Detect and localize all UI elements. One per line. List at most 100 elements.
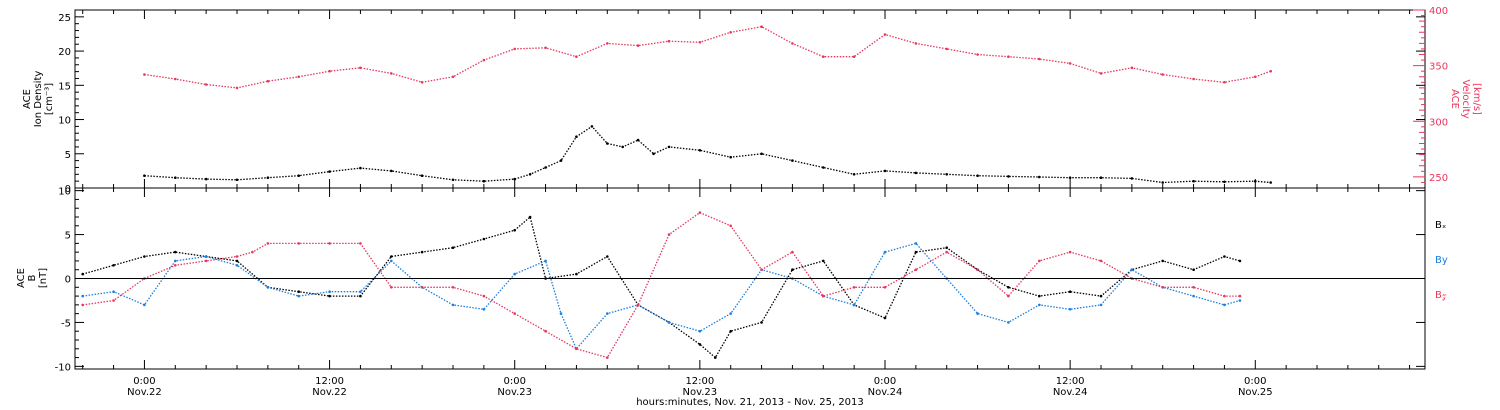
density-series-0-point [1099,176,1103,179]
top-panel-data [143,25,1272,184]
velocity-series-0-point [1007,55,1010,58]
bfield-series-0-point [528,215,532,219]
x-tick-label-date: Nov.23 [683,387,718,398]
bfield-series-2-line [82,211,1240,359]
bfield-tick-label: -5 [61,318,71,329]
density-axis-title-line2: Ion Density [33,71,44,128]
density-tick-label: 15 [58,81,71,92]
bfield-series-1-point [328,290,331,294]
bfield-series-0-point [451,246,455,249]
tick-labels: 0510152025250300350400-10-505100:00Nov.2… [55,6,1448,398]
velocity-axis-title-line3: [km/s] [1471,83,1482,115]
velocity-series-0-point [636,44,640,47]
velocity-series-0-point [1130,66,1134,70]
velocity-series-0-point [1161,73,1164,76]
bfield-series-1-point [976,312,979,315]
bfield-series-0-point [606,255,609,258]
velocity-series-0-point [976,53,979,56]
x-tick-label-time: 0:00 [133,376,155,387]
density-series-0-point [590,125,594,128]
bfield-series-2-point [914,268,918,272]
bfield-series-2-point [544,329,547,333]
bfield-series-2-point [852,286,856,289]
x-tick-label-time: 0:00 [503,376,525,387]
bfield-tick-label: 0 [65,275,71,286]
density-series-0-point [544,166,547,169]
velocity-series-0-point [174,77,177,81]
bfield-series-0-point [822,259,825,263]
density-series-0-point [528,173,532,176]
bfield-series-0-point [420,250,424,254]
bfield-series-2-point [1238,294,1242,298]
velocity-axis-title-line1: ACE [1449,89,1460,109]
density-axis-title-line3: [cm⁻³] [44,83,55,115]
bfield-series-1-point [1099,303,1103,307]
bfield-series-2-point [667,233,671,236]
bfield-series-1-point [729,312,732,315]
velocity-axis-title-line2: Velocity [1460,79,1471,118]
velocity-tick-label: 350 [1429,62,1448,73]
bfield-series-1-point [559,312,563,315]
bfield-tick-label: 10 [58,187,71,198]
bfield-series-0-point [513,228,516,232]
density-series-0-point [1192,179,1195,183]
density-series-0-point [1068,176,1072,179]
bfield-axis-title-line2: B [27,274,38,281]
bfield-series-0-point [1099,294,1103,298]
bfield-series-2-point [390,286,393,289]
bfield-series-2-point [328,242,331,245]
density-axis-title-line1: ACE [22,89,33,109]
bfield-series-1-point [174,259,177,263]
bfield-tick-label: 5 [65,231,71,242]
bfield-series-0-point [575,272,578,276]
velocity-series-0-point [1099,72,1103,75]
bfield-series-2-point [513,312,516,315]
velocity-series-0-point [328,69,331,73]
x-tick-label-time: 0:00 [1244,376,1266,387]
bfield-series-1-point [513,272,516,276]
bfield-series-1-point [143,303,146,307]
bfield-series-0-point [174,250,177,254]
bfield-series-1-point [914,242,918,245]
velocity-series-0-point [606,42,609,45]
density-series-0-point [297,174,301,177]
bfield-series-0-point [714,356,717,359]
bfield-series-2-point [1099,259,1103,263]
x-tick-label-time: 12:00 [315,376,344,387]
x-tick-label-date: Nov.22 [312,387,347,398]
density-series-0-point [976,174,979,177]
velocity-series-0-point [297,75,301,79]
velocity-series-0-point [698,41,702,44]
bfield-series-0-point [328,294,331,298]
bfield-series-1-point [1038,303,1041,307]
bfield-series-1-point [852,303,856,307]
bfield-series-0-point [482,237,486,241]
bfield-series-0-point [81,272,84,276]
velocity-series-0-point [1269,69,1272,73]
density-series-0-point [328,170,331,173]
bfield-series-1-point [390,259,393,263]
bfield-series-1-point [1130,268,1134,272]
bfield-series-1-point [698,329,702,333]
density-series-0-point [883,169,887,173]
density-series-0-point [760,152,763,156]
legend-bz: B𝓏 [1435,290,1447,301]
bfield-series-2-point [976,268,979,272]
density-tick-label: 25 [58,13,71,24]
density-series-0-point [1223,180,1226,184]
bfield-series-2-point [1068,250,1072,254]
density-series-0-point [390,169,393,173]
velocity-series-0-point [852,55,856,58]
bfield-series-2-point [1007,294,1010,298]
bfield-series-1-point [204,255,208,258]
density-series-0-point [667,145,671,149]
legend-by: By [1435,255,1448,266]
bfield-series-1-point [606,312,609,315]
velocity-series-0-point [390,72,393,75]
x-tick-label-time: 0:00 [874,376,896,387]
x-tick-label-date: Nov.25 [1238,387,1273,398]
density-series-0-point [575,135,578,138]
x-tick-label-time: 12:00 [1056,376,1085,387]
bfield-tick-label: -10 [55,362,71,373]
